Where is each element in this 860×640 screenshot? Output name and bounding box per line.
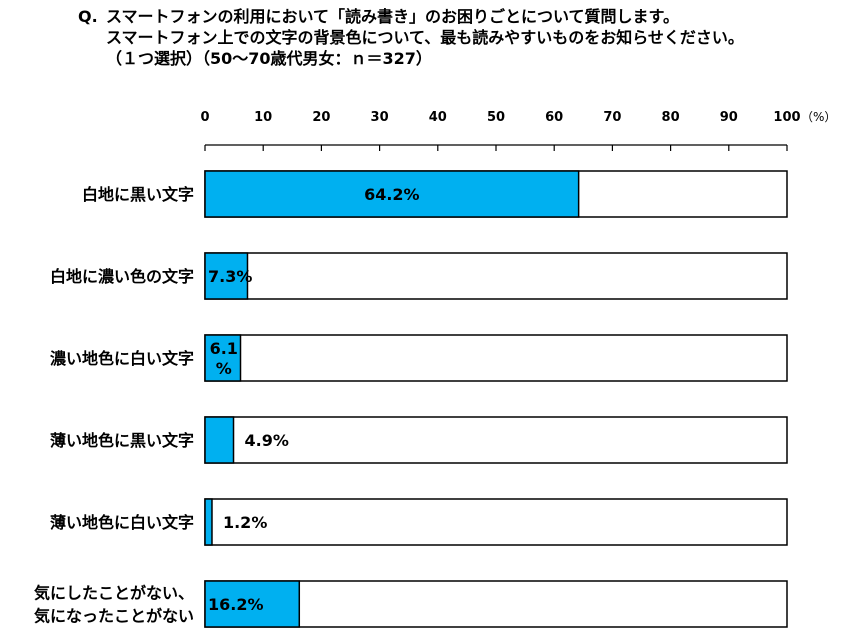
bar-track	[204, 334, 788, 382]
data-label: 4.9%	[245, 431, 289, 450]
category-label: 白地に黒い文字	[82, 185, 194, 204]
bar	[204, 580, 301, 628]
category-label: 薄い地色に白い文字	[50, 513, 194, 532]
x-tick-label: 0	[200, 110, 209, 125]
category-label: 白地に濃い色の文字	[50, 267, 194, 286]
x-unit-label: （%）	[801, 110, 836, 124]
data-label: 6.1	[210, 339, 238, 358]
category-label: 気になったことがない	[34, 607, 194, 626]
x-tick-label: 80	[662, 110, 680, 125]
x-tick-label: 60	[545, 110, 563, 125]
bar	[204, 334, 242, 382]
question-text-1: スマートフォンの利用において「読み書き」のお困りごとについて質問します。	[106, 7, 679, 26]
category-label: 気にしたことがない、	[34, 584, 194, 603]
x-tick-label: 10	[254, 110, 272, 125]
question-block: Q. スマートフォンの利用において「読み書き」のお困りごとについて質問します。 …	[78, 6, 858, 69]
data-label: %	[216, 359, 232, 378]
bar	[204, 416, 235, 464]
question-line-3: （１つ選択）（50～70歳代男女：ｎ＝327）	[78, 48, 858, 69]
data-label: 16.2%	[208, 595, 264, 614]
question-label: Q.	[78, 7, 98, 26]
x-tick-label: 20	[312, 110, 330, 125]
question-line-1: Q. スマートフォンの利用において「読み書き」のお困りごとについて質問します。	[78, 6, 858, 27]
x-tick-label: 40	[429, 110, 447, 125]
bar	[204, 498, 213, 546]
x-tick-label: 30	[371, 110, 389, 125]
x-tick-label: 50	[487, 110, 505, 125]
bar-track	[204, 580, 788, 628]
question-text-3: （１つ選択）（50～70歳代男女：ｎ＝327）	[106, 49, 432, 68]
bar	[204, 252, 249, 300]
bar-track	[204, 498, 788, 546]
bar-track	[204, 252, 788, 300]
bar-track	[204, 416, 788, 464]
x-tick-label: 90	[720, 110, 738, 125]
data-label: 1.2%	[223, 513, 267, 532]
question-text-2: スマートフォン上での文字の背景色について、最も読みやすいものをお知らせください。	[106, 28, 744, 47]
data-label: 7.3%	[208, 267, 252, 286]
bar	[204, 170, 580, 218]
category-label: 薄い地色に黒い文字	[50, 431, 194, 450]
x-tick-label: 70	[603, 110, 621, 125]
data-label: 64.2%	[364, 185, 420, 204]
question-line-2: スマートフォン上での文字の背景色について、最も読みやすいものをお知らせください。	[78, 27, 858, 48]
x-tick-label: 100	[773, 110, 800, 125]
category-label: 濃い地色に白い文字	[50, 349, 194, 368]
